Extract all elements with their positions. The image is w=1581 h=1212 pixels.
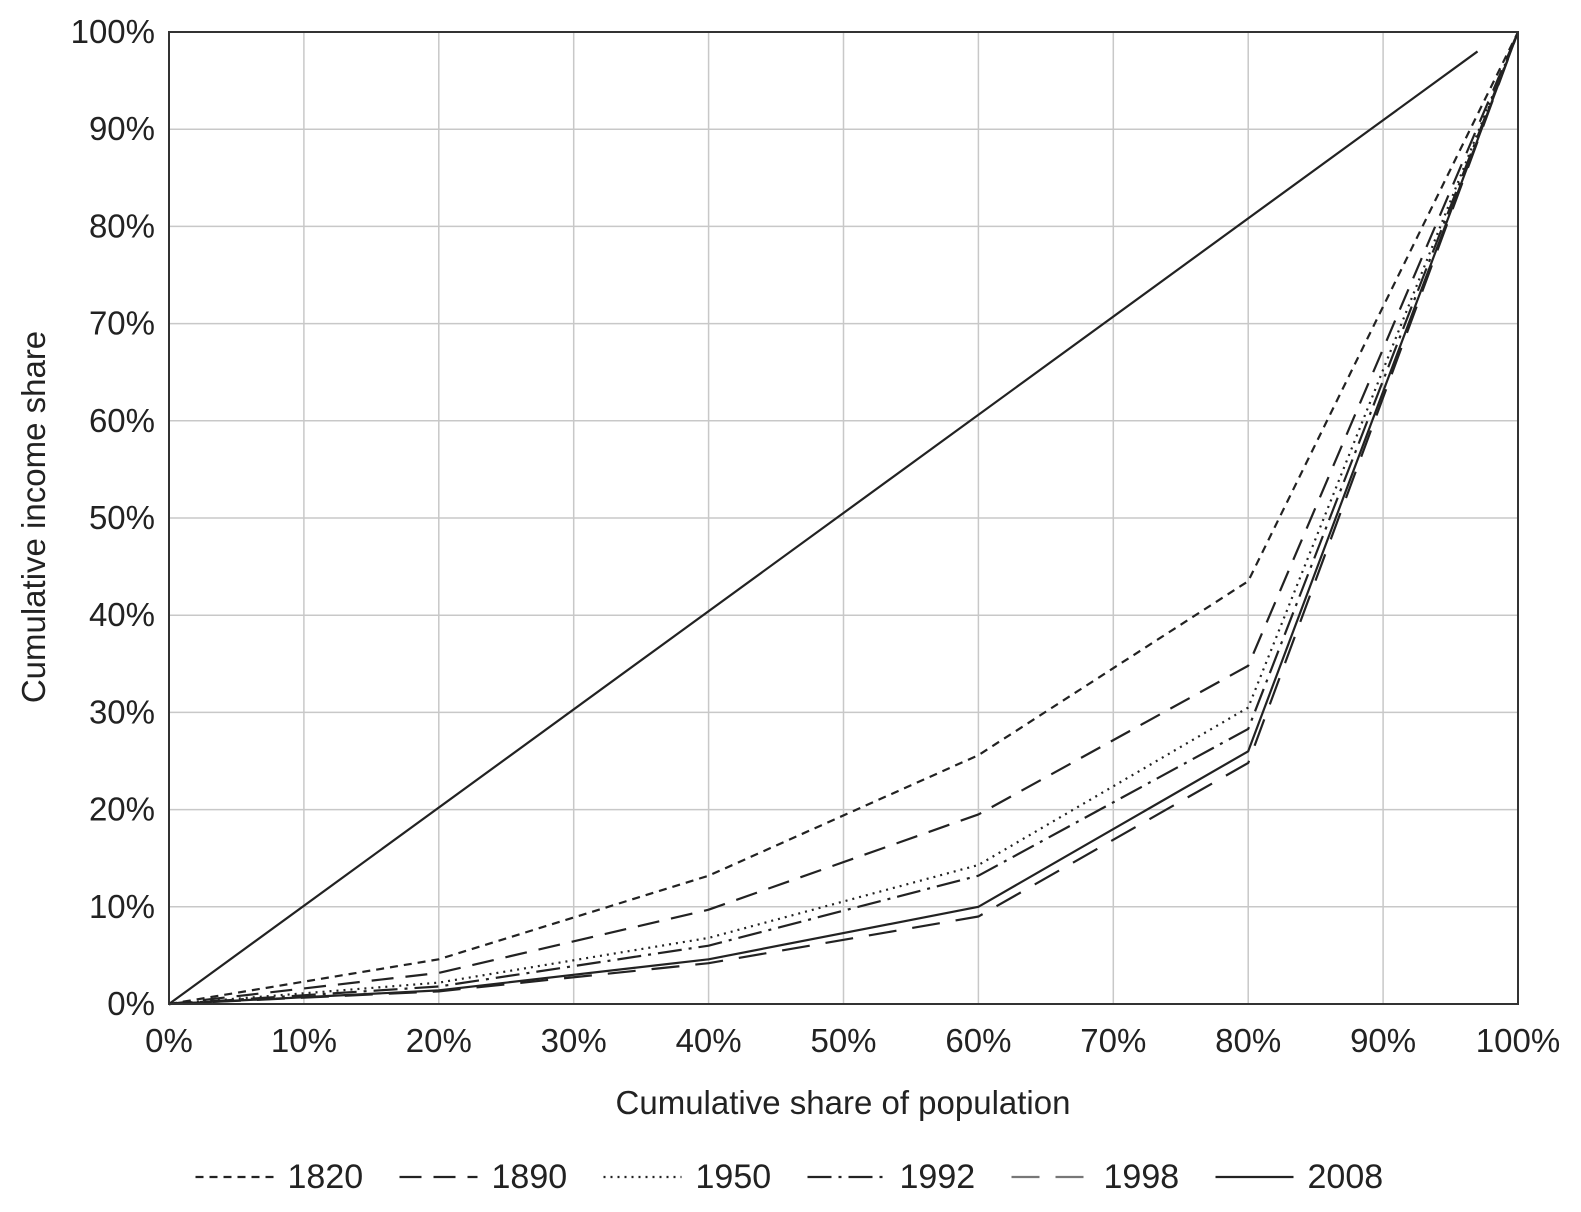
legend-label: 1820: [288, 1158, 364, 1196]
legend-label: 1950: [696, 1158, 772, 1196]
x-tick-label: 50%: [810, 1022, 876, 1059]
x-tick-label: 0%: [145, 1022, 193, 1059]
x-tick-label: 60%: [945, 1022, 1011, 1059]
y-tick-label: 20%: [89, 791, 155, 828]
legend-item-2008: 2008: [1215, 1158, 1384, 1196]
x-axis-ticks: 0% 10% 20% 30% 40% 50% 60% 70% 80% 90% 100%: [145, 1022, 1560, 1059]
legend-label: 2008: [1308, 1158, 1384, 1196]
plot-frame: [168, 31, 1519, 1005]
legend-item-1820: 1820: [195, 1158, 364, 1196]
y-tick-label: 100%: [71, 13, 155, 50]
legend-label: 1998: [1104, 1158, 1180, 1196]
y-tick-label: 0%: [107, 985, 155, 1022]
y-tick-label: 50%: [89, 499, 155, 536]
x-tick-label: 90%: [1350, 1022, 1416, 1059]
series-layer: [168, 31, 1520, 1006]
y-axis-title: Cumulative income share: [15, 331, 52, 703]
y-tick-label: 70%: [89, 305, 155, 342]
series-line-1992: [168, 31, 1520, 1006]
legend-item-1998: 1998: [1011, 1158, 1180, 1196]
x-tick-label: 10%: [271, 1022, 337, 1059]
x-tick-label: 80%: [1215, 1022, 1281, 1059]
y-tick-label: 60%: [89, 402, 155, 439]
x-tick-label: 20%: [406, 1022, 472, 1059]
y-axis-ticks: 0% 10% 20% 30% 40% 50% 60% 70% 80% 90% 100%: [71, 13, 155, 1022]
series-line-1890: [168, 31, 1520, 1006]
x-tick-label: 70%: [1080, 1022, 1146, 1059]
legend-item-1992: 1992: [807, 1158, 976, 1196]
x-axis-title: Cumulative share of population: [616, 1084, 1071, 1121]
legend-item-1890: 1890: [399, 1158, 568, 1196]
legend-item-1950: 1950: [603, 1158, 772, 1196]
legend-label: 1992: [900, 1158, 976, 1196]
series-line-1950: [168, 31, 1520, 1006]
series-line-1820: [168, 31, 1519, 1006]
y-tick-label: 90%: [89, 110, 155, 147]
y-tick-label: 30%: [89, 693, 155, 730]
series-line-2008: [168, 31, 1520, 1006]
y-tick-label: 80%: [89, 207, 155, 244]
equality-line: [168, 50, 1479, 1005]
legend-label: 1890: [492, 1158, 568, 1196]
y-tick-label: 40%: [89, 596, 155, 633]
grid: [169, 32, 1518, 1004]
x-tick-label: 40%: [676, 1022, 742, 1059]
x-tick-label: 100%: [1476, 1022, 1560, 1059]
legend: 1820 1890 1950 1992 1998 2008: [195, 1158, 1384, 1196]
y-tick-label: 10%: [89, 888, 155, 925]
x-tick-label: 30%: [541, 1022, 607, 1059]
